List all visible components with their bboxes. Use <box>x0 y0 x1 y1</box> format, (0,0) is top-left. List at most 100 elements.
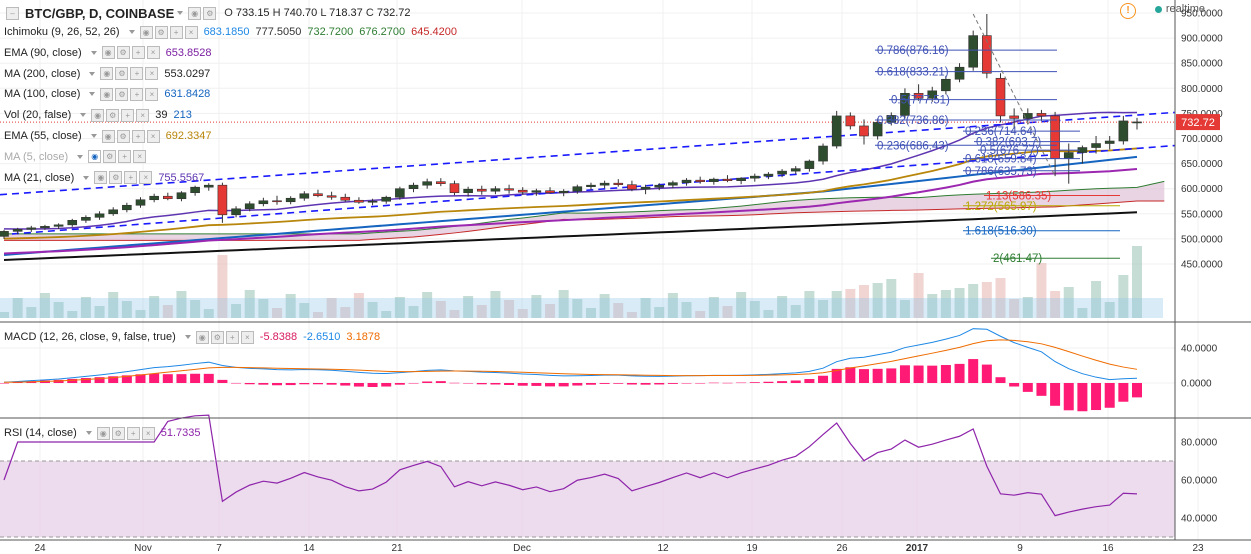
candle-body <box>818 145 828 162</box>
chevron-down-icon[interactable] <box>89 92 96 97</box>
settings-icon[interactable]: ⚙ <box>203 6 217 20</box>
candle-body <box>517 189 528 193</box>
eye-icon[interactable]: ◉ <box>101 129 115 143</box>
chevron-down-icon[interactable] <box>89 71 96 76</box>
eye-icon[interactable]: ◉ <box>88 150 102 164</box>
candle-body <box>190 186 200 194</box>
add-icon[interactable]: + <box>169 25 183 39</box>
eye-icon[interactable]: ◉ <box>195 330 209 344</box>
eye-icon[interactable]: ◉ <box>96 426 110 440</box>
fib-label: 1.272(565.97) <box>965 201 1037 213</box>
add-icon[interactable]: + <box>131 46 145 60</box>
settings-icon[interactable]: ⚙ <box>115 67 129 81</box>
eye-icon[interactable]: ◉ <box>94 171 108 185</box>
candle-body <box>490 188 501 192</box>
add-icon[interactable]: + <box>126 426 140 440</box>
eye-icon[interactable]: ◉ <box>100 87 114 101</box>
volume-bar <box>831 291 842 318</box>
close-icon[interactable]: × <box>139 171 153 185</box>
volume-bar <box>463 296 474 318</box>
close-icon[interactable]: × <box>145 87 159 101</box>
eye-icon[interactable]: ◉ <box>188 6 202 20</box>
volume-bar <box>654 307 665 318</box>
candle-body <box>1104 140 1115 144</box>
chevron-down-icon[interactable] <box>83 175 90 180</box>
volume-bar <box>858 285 869 318</box>
volume-bar <box>449 310 460 318</box>
volume-bar <box>1077 308 1088 318</box>
add-icon[interactable]: + <box>131 129 145 143</box>
indicator-legend: MA (200, close) ◉ ⚙ + × 553.0297 <box>4 64 210 84</box>
close-icon[interactable]: × <box>146 129 160 143</box>
add-icon[interactable]: + <box>225 330 239 344</box>
close-icon[interactable]: × <box>184 25 198 39</box>
add-icon[interactable]: + <box>130 67 144 81</box>
y-tick-label: 40.0000 <box>1181 514 1218 525</box>
candle-body <box>12 229 23 232</box>
macd-histogram-bar <box>176 374 187 383</box>
x-tick-label: 19 <box>746 543 758 554</box>
add-icon[interactable]: + <box>121 108 135 122</box>
indicator-legend: EMA (55, close) ◉ ⚙ + × 692.3347 <box>4 126 212 146</box>
settings-icon[interactable]: ⚙ <box>111 426 125 440</box>
volume-bar <box>203 309 214 318</box>
add-icon[interactable]: + <box>124 171 138 185</box>
candle-body <box>122 204 132 211</box>
candle-body <box>81 217 91 221</box>
chevron-down-icon[interactable] <box>77 154 84 159</box>
candle-body <box>640 186 651 190</box>
chevron-down-icon[interactable] <box>128 30 135 34</box>
candle-body <box>1118 120 1129 142</box>
chevron-down-icon[interactable] <box>177 11 184 15</box>
macd-histogram-bar <box>845 367 856 383</box>
add-icon[interactable]: + <box>130 87 144 101</box>
price-tag-label: 732.72 <box>1181 117 1215 129</box>
settings-icon[interactable]: ⚙ <box>106 108 120 122</box>
settings-icon[interactable]: ⚙ <box>116 129 130 143</box>
macd-histogram-bar <box>190 373 201 383</box>
close-icon[interactable]: × <box>141 426 155 440</box>
eye-icon[interactable]: ◉ <box>100 67 114 81</box>
settings-icon[interactable]: ⚙ <box>210 330 224 344</box>
settings-icon[interactable]: ⚙ <box>103 150 117 164</box>
chevron-down-icon[interactable] <box>184 335 191 339</box>
macd-hist-value: 3.1878 <box>346 331 381 343</box>
close-icon[interactable]: × <box>136 108 150 122</box>
eye-icon[interactable]: ◉ <box>101 46 115 60</box>
candle-body <box>367 200 378 203</box>
candle-body <box>681 179 692 183</box>
macd-histogram-bar <box>422 381 433 383</box>
macd-histogram-bar <box>1132 383 1142 398</box>
close-icon[interactable]: × <box>133 150 147 164</box>
add-icon[interactable]: + <box>118 150 132 164</box>
settings-icon[interactable]: ⚙ <box>109 171 123 185</box>
settings-icon[interactable]: ⚙ <box>115 87 129 101</box>
chevron-down-icon[interactable] <box>90 134 97 138</box>
candle-body <box>763 173 774 177</box>
candle-body <box>436 181 446 184</box>
close-icon[interactable]: × <box>240 330 254 344</box>
volume-bar <box>804 291 815 318</box>
collapse-icon[interactable]: – <box>6 6 19 20</box>
macd-histogram-bar <box>736 382 747 384</box>
eye-icon[interactable]: ◉ <box>139 25 153 39</box>
volume-bar <box>353 293 364 318</box>
chevron-down-icon[interactable] <box>80 113 87 118</box>
candle-body <box>395 188 405 198</box>
warning-icon[interactable]: ! <box>1120 3 1136 19</box>
close-icon[interactable]: × <box>145 67 159 81</box>
candle-body <box>504 188 514 191</box>
eye-icon[interactable]: ◉ <box>91 108 105 122</box>
chevron-down-icon[interactable] <box>85 431 92 435</box>
volume-bar <box>244 290 255 318</box>
close-icon[interactable]: × <box>146 46 160 60</box>
settings-icon[interactable]: ⚙ <box>154 25 168 39</box>
y-tick-label: 80.0000 <box>1181 438 1218 449</box>
volume-bar <box>422 292 433 318</box>
chevron-down-icon[interactable] <box>90 50 97 55</box>
volume-bar <box>695 311 706 318</box>
settings-icon[interactable]: ⚙ <box>116 46 130 60</box>
volume-bar <box>435 301 446 318</box>
